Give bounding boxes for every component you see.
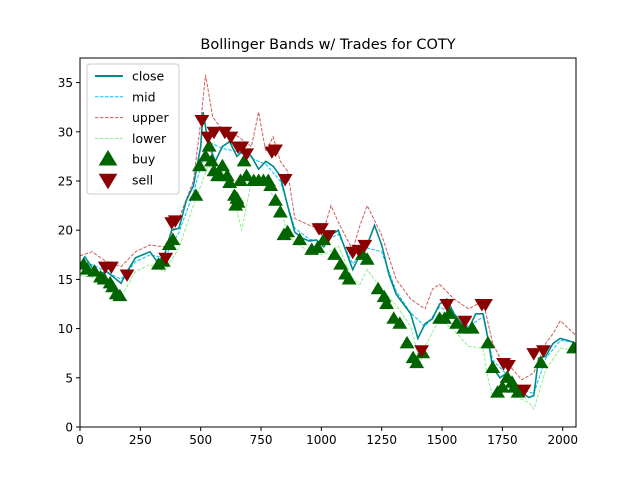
buy-marker [409, 355, 425, 369]
legend-label: mid [132, 89, 156, 104]
sell-marker [239, 148, 254, 161]
y-tick-label: 0 [65, 421, 73, 435]
y-tick-label: 30 [58, 125, 73, 139]
buy-marker [392, 316, 408, 329]
buy-marker [359, 252, 375, 265]
legend-item-sell: sell [98, 173, 153, 190]
legend-label: lower [132, 131, 167, 146]
buy-marker [236, 153, 252, 167]
buy-marker [214, 158, 230, 172]
buy-marker [449, 316, 464, 329]
buy-marker [204, 153, 219, 167]
sell-marker [321, 230, 337, 243]
sell-marker [223, 131, 239, 145]
buy-marker [316, 232, 332, 246]
buy-marker [464, 321, 480, 334]
buy-marker [239, 168, 254, 182]
buy-marker [230, 195, 246, 208]
sell-marker [313, 223, 329, 236]
buy-marker [333, 257, 349, 270]
buy-marker [192, 158, 207, 172]
sell-marker [167, 215, 183, 228]
legend-item-close: close [95, 69, 165, 84]
y-tick-label: 25 [58, 175, 73, 189]
buy-marker [268, 193, 283, 206]
buy-marker [566, 340, 576, 354]
y-tick-label: 15 [58, 273, 73, 287]
sell-marker [500, 359, 516, 373]
legend-item-mid: mid [95, 89, 156, 104]
x-tick-label: 1500 [427, 433, 458, 447]
buy-marker [87, 264, 102, 277]
x-tick-label: 2000 [547, 433, 578, 447]
buy-marker [494, 380, 510, 393]
buy-marker [165, 232, 181, 246]
series-upper-line [80, 74, 576, 381]
x-tick-label: 1750 [487, 433, 518, 447]
sell-marker [414, 345, 429, 358]
x-tick-label: 750 [250, 433, 273, 447]
sell-marker [526, 348, 542, 361]
x-tick-label: 500 [189, 433, 212, 447]
legend-label: close [132, 69, 165, 84]
y-tick-label: 5 [65, 371, 73, 385]
buy-marker [370, 281, 386, 295]
sell-marker [535, 345, 551, 358]
legend-item-lower: lower [95, 131, 167, 146]
x-tick-label: 250 [129, 433, 152, 447]
legend-item-buy: buy [98, 149, 156, 167]
axes-frame [79, 57, 577, 428]
sell-marker [478, 298, 493, 312]
buy-marker [480, 335, 496, 349]
sell-marker [439, 298, 455, 312]
buy-marker [441, 306, 457, 319]
sell-marker [277, 173, 293, 187]
legend-label: sell [132, 173, 153, 188]
y-tick-label: 10 [58, 322, 73, 336]
plot-area [80, 74, 576, 411]
x-tick-label: 1250 [366, 433, 397, 447]
sell-marker [103, 261, 119, 275]
legend-swatch [98, 173, 118, 190]
buy-marker [310, 240, 326, 253]
buy-marker [188, 188, 204, 201]
y-tick-label: 35 [58, 76, 73, 90]
sell-marker [206, 126, 222, 140]
buy-marker [263, 178, 279, 191]
axes: 0 250 500 750 1000 1250 1500 1750 2000 0 5 10 15 20 25… [58, 57, 578, 447]
buy-marker [222, 175, 238, 189]
y-tick-label: 20 [58, 224, 73, 238]
buy-marker [485, 360, 501, 373]
legend-label: buy [132, 152, 156, 167]
sell-marker [234, 141, 250, 154]
buy-marker [272, 205, 288, 218]
buy-marker [327, 247, 343, 260]
legend-swatch [98, 149, 118, 166]
buy-marker [341, 271, 357, 285]
sell-marker [457, 315, 473, 329]
sell-marker [119, 269, 135, 282]
sell-marker [268, 144, 283, 157]
x-tick-label: 0 [76, 433, 84, 447]
buy-marker [201, 139, 217, 152]
buy-marker [379, 296, 394, 310]
buy-marker [510, 385, 526, 398]
legend-label: upper [132, 110, 169, 125]
sell-marker [357, 239, 373, 253]
sell-marker [516, 384, 532, 398]
buy-marker [399, 335, 415, 349]
sell-marker [158, 252, 174, 266]
chart-title: Bollinger Bands w/ Trades for COTY [200, 37, 455, 53]
legend-item-upper: upper [95, 110, 169, 125]
x-tick-label: 1000 [306, 433, 337, 447]
buy-marker [533, 355, 549, 369]
buy-marker [280, 224, 296, 238]
legend: close mid upper lower buy sell [86, 63, 180, 195]
buy-marker [292, 232, 308, 246]
buy-marker [112, 288, 128, 302]
sell-marker [194, 114, 210, 128]
